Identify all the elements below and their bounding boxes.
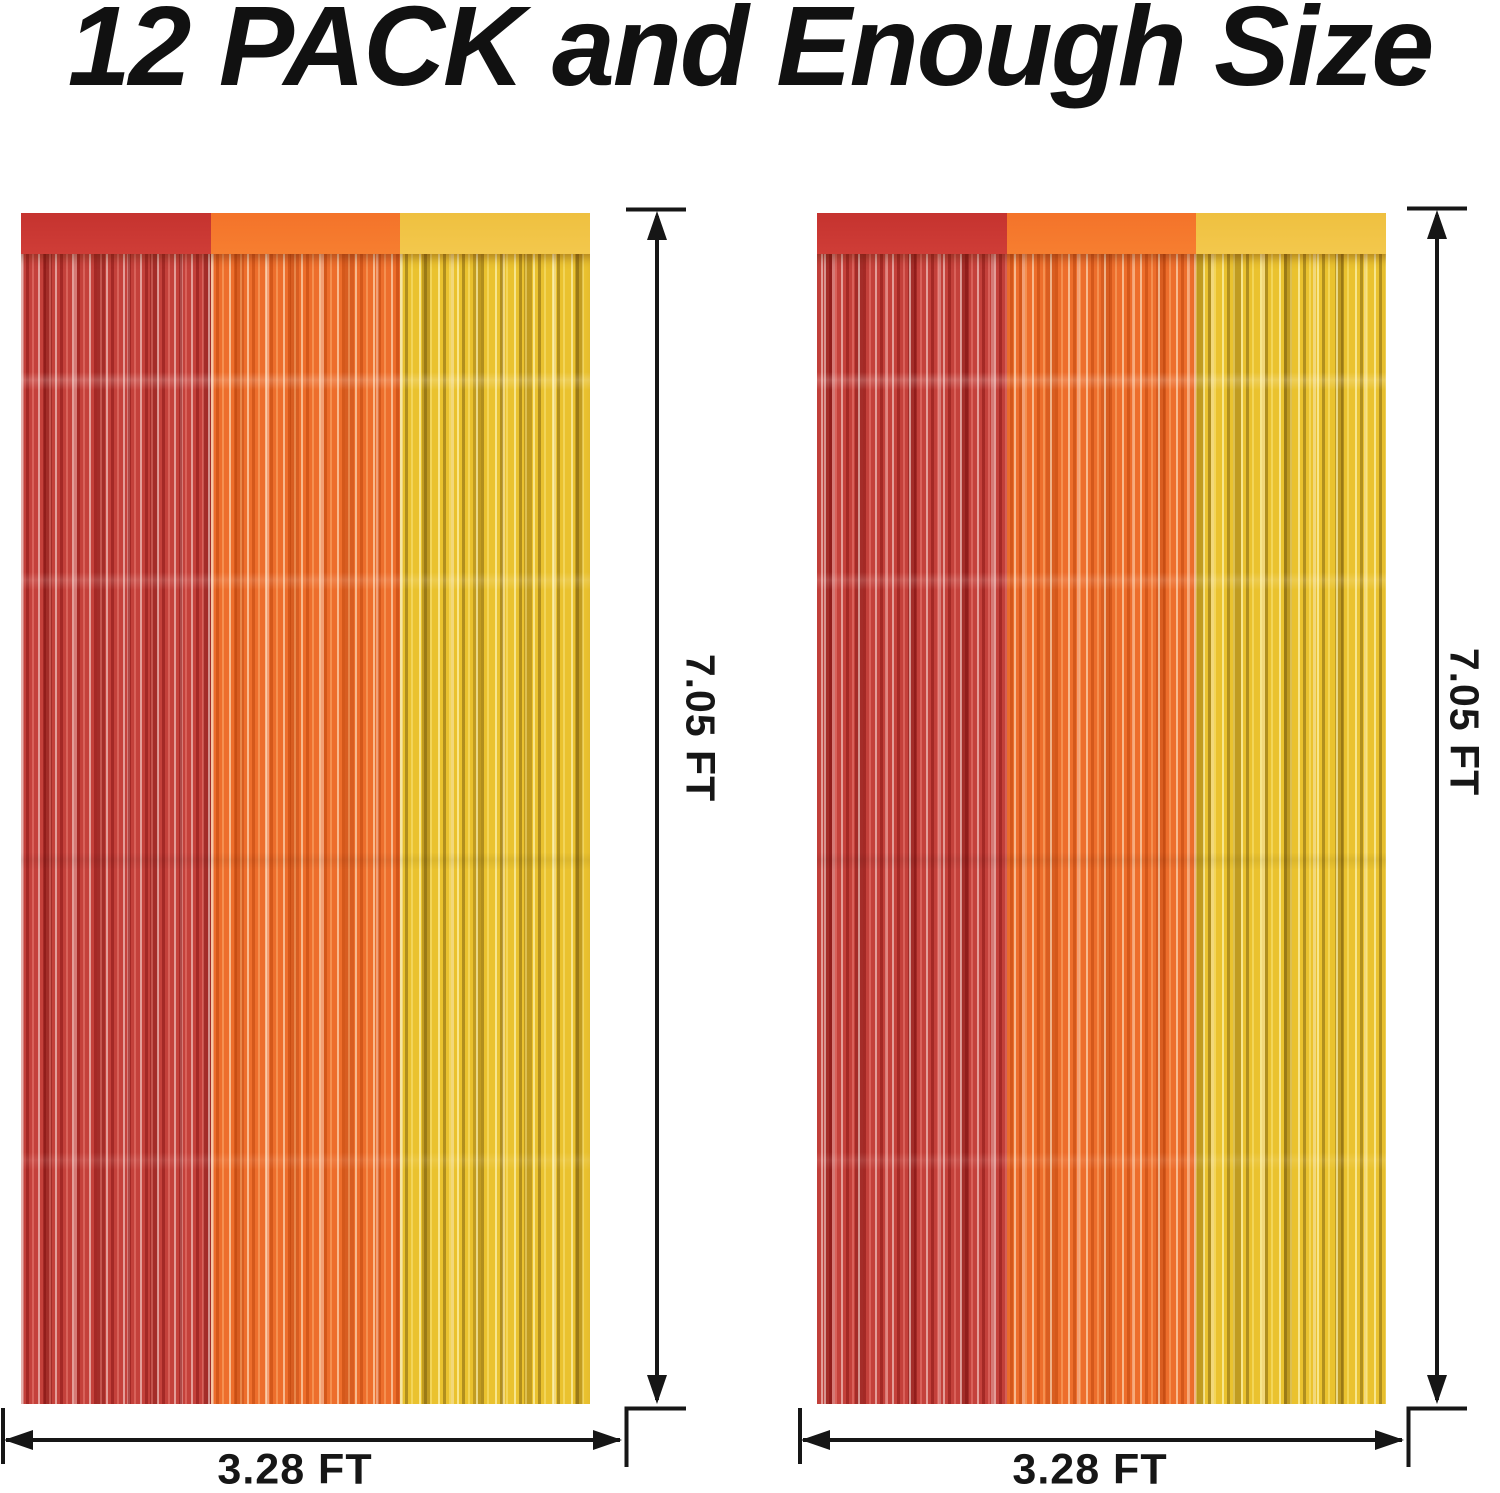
yellow-header-band (400, 213, 591, 254)
bottom-corner-extension-line (1406, 1406, 1467, 1467)
width-label-left: 3.28 FT (217, 1445, 373, 1493)
height-dimension-right (1406, 206, 1467, 1467)
arrowhead-left-icon (4, 1430, 33, 1450)
red-fringe (21, 254, 211, 1404)
width-label-right: 3.28 FT (1012, 1445, 1168, 1493)
page-title: 12 PACK and Enough Size (67, 0, 1435, 109)
orange-header-band (1006, 213, 1197, 254)
curtain-section-red (21, 213, 211, 1404)
arrowhead-down-icon (647, 1375, 667, 1404)
orange-fringe (1006, 254, 1197, 1404)
orange-header-band (210, 213, 401, 254)
curtain-section-orange (210, 213, 401, 1404)
yellow-header-band (1196, 213, 1387, 254)
red-header-band (21, 213, 211, 254)
arrowhead-up-icon (647, 211, 667, 240)
curtain-section-red (817, 213, 1007, 1404)
orange-fringe (210, 254, 401, 1404)
curtain-section-orange (1006, 213, 1197, 1404)
height-dimension-left (624, 207, 686, 1467)
yellow-fringe (400, 254, 591, 1404)
red-fringe (817, 254, 1007, 1404)
arrowhead-right-icon (1375, 1430, 1404, 1450)
curtain-section-yellow (1196, 213, 1387, 1404)
arrowhead-right-icon (593, 1430, 622, 1450)
height-label-right: 7.05 FT (1441, 647, 1488, 797)
arrowhead-up-icon (1427, 210, 1447, 239)
red-header-band (817, 213, 1007, 254)
arrowhead-down-icon (1427, 1375, 1447, 1404)
foil-curtain-right (817, 213, 1387, 1404)
yellow-fringe (1196, 254, 1387, 1404)
curtain-section-yellow (400, 213, 591, 1404)
bottom-corner-extension-line (624, 1406, 686, 1467)
arrowhead-left-icon (801, 1430, 830, 1450)
foil-curtain-left (21, 213, 591, 1404)
height-label-left: 7.05 FT (677, 653, 724, 803)
